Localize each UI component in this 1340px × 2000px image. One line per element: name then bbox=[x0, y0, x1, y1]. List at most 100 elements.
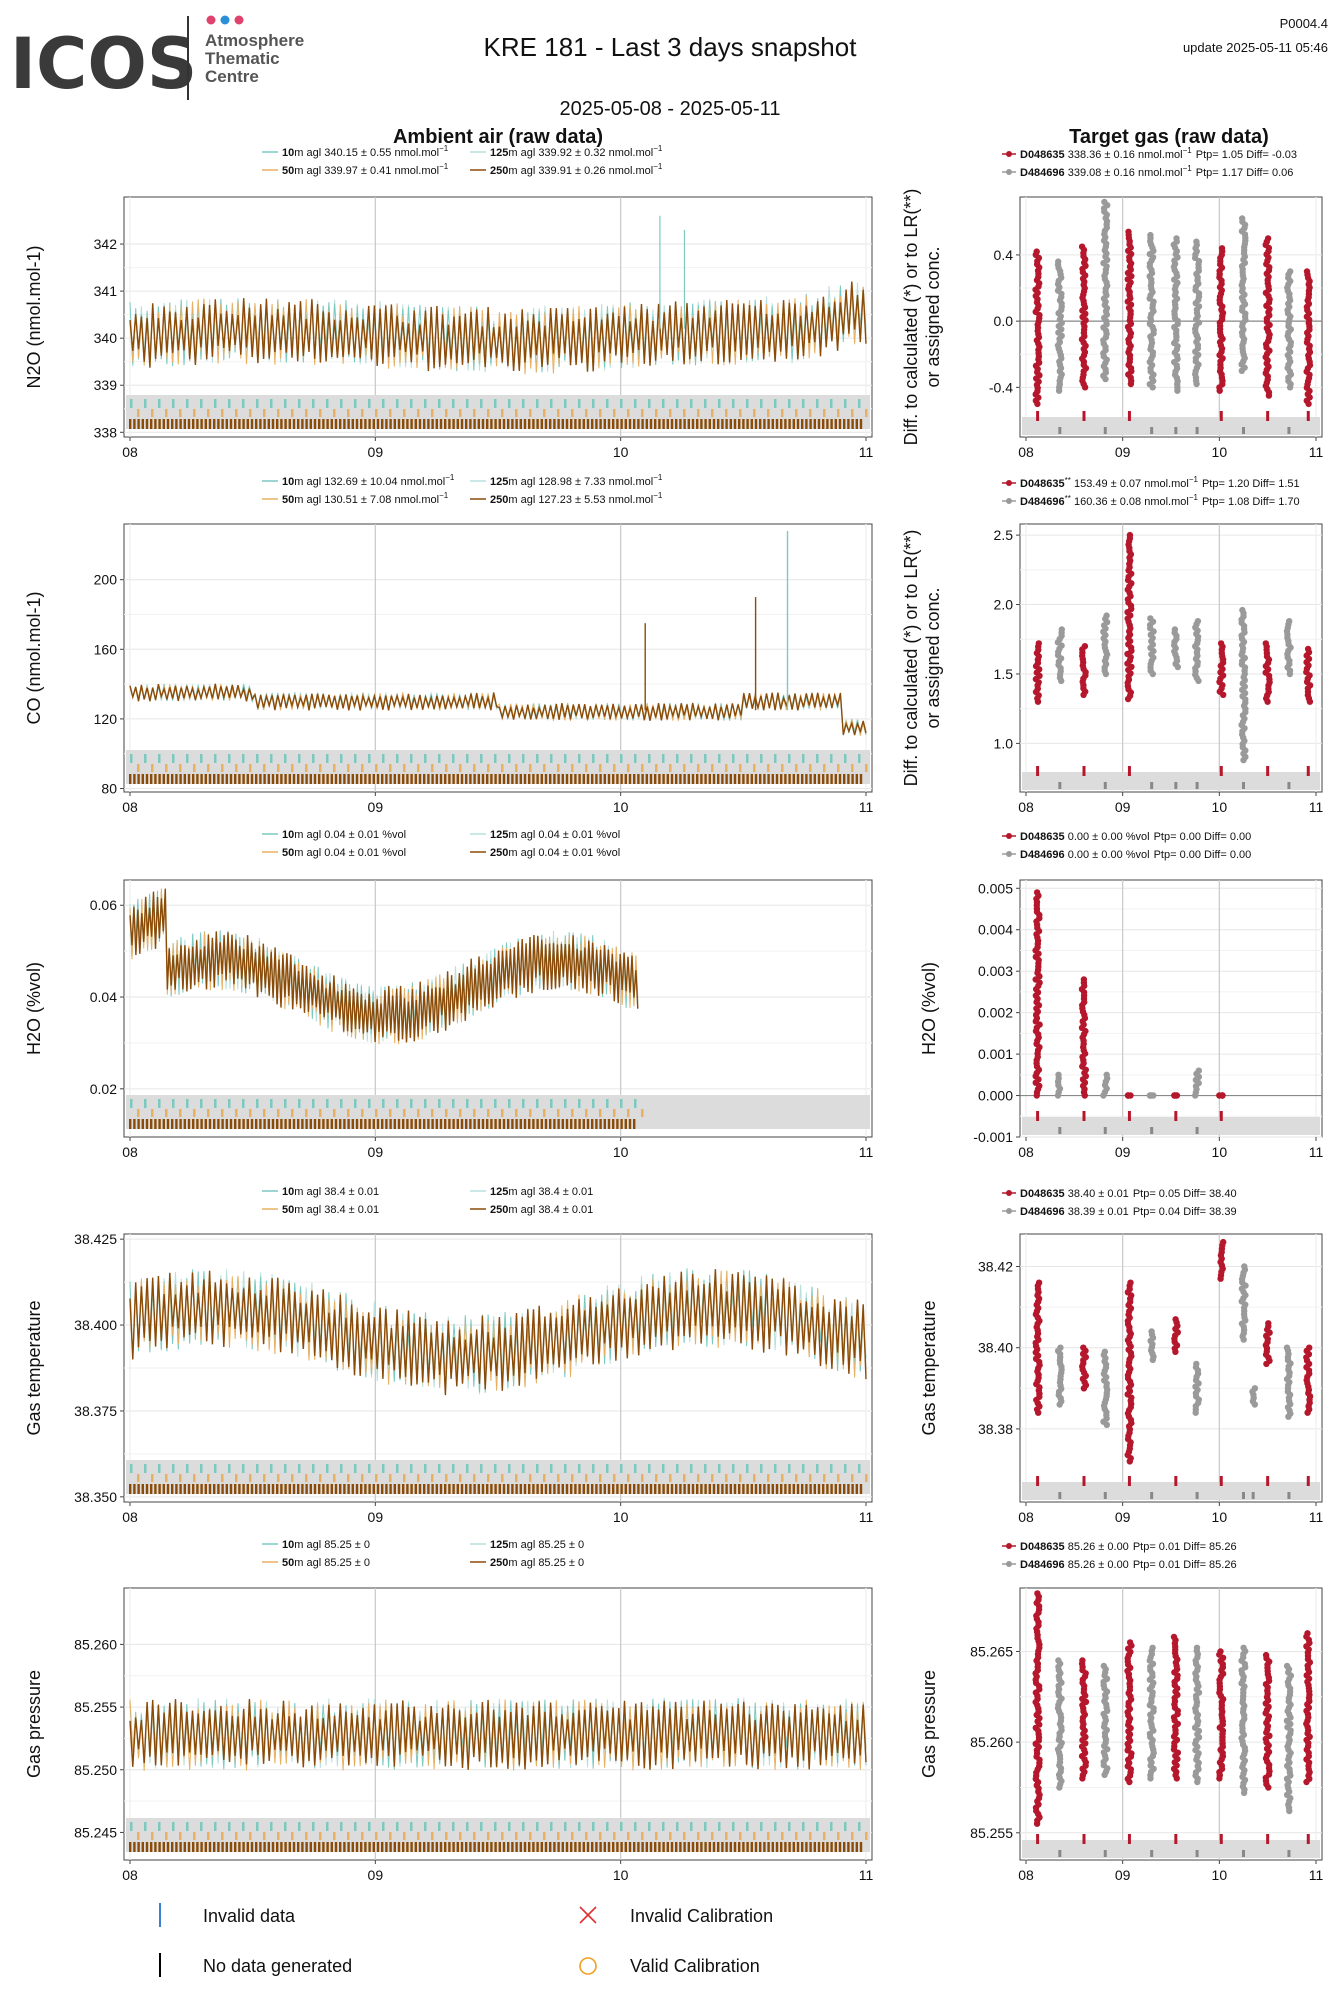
pres-target-point bbox=[1173, 1775, 1181, 1782]
co-target-point bbox=[1195, 677, 1202, 685]
h2o-target-point bbox=[1124, 1092, 1132, 1099]
temp-ambient-status-tick bbox=[729, 1484, 732, 1494]
pres-ambient-ylabel: Gas pressure bbox=[24, 1670, 44, 1778]
pres-ambient-status-tick bbox=[375, 1832, 378, 1840]
n2o-ambient-status-tick bbox=[648, 399, 651, 408]
n2o-ambient-status-tick bbox=[204, 419, 207, 429]
temp-ambient-status-tick bbox=[288, 1484, 291, 1494]
co-target-group bbox=[1054, 626, 1066, 789]
h2o-ambient-status-tick bbox=[448, 1119, 451, 1129]
temp-ambient-status-tick bbox=[704, 1484, 707, 1494]
pres-ambient-status-tick bbox=[158, 1842, 161, 1852]
temp-ambient-status-tick bbox=[582, 1484, 585, 1494]
pres-ambient-status-tick bbox=[431, 1832, 434, 1840]
temp-target-legend-dot bbox=[1006, 1208, 1012, 1214]
pres-target-group bbox=[1100, 1662, 1111, 1857]
temp-ambient-status-tick bbox=[515, 1474, 518, 1482]
pres-ambient-status-tick bbox=[389, 1842, 392, 1852]
pres-ambient-status-tick bbox=[129, 1842, 132, 1852]
co-ambient-status-tick bbox=[381, 774, 384, 784]
n2o-ambient-status-tick bbox=[708, 419, 711, 429]
co-ambient-status-tick bbox=[603, 774, 606, 784]
temp-ambient-status-tick bbox=[801, 1484, 804, 1494]
n2o-ambient-status-tick bbox=[507, 419, 510, 429]
co-ambient-status-tick bbox=[578, 774, 581, 784]
pres-ambient-status-tick bbox=[276, 1842, 279, 1852]
temp-target-point bbox=[1240, 1336, 1247, 1343]
co-ambient-status-tick bbox=[368, 754, 371, 763]
temp-ambient-status-tick bbox=[158, 1464, 161, 1473]
co-target-legend-extra: Ptp= 1.20 Diff= 1.51 bbox=[1202, 478, 1300, 490]
co-ambient-status-tick bbox=[532, 774, 535, 784]
temp-ambient-status-tick bbox=[179, 1484, 182, 1494]
pres-ambient-status-tick bbox=[654, 1842, 657, 1852]
n2o-target-status-mark bbox=[1266, 411, 1270, 421]
pres-ambient-status-tick bbox=[830, 1822, 833, 1831]
n2o-ambient-legend-height: 125 bbox=[490, 147, 508, 159]
h2o-ambient-status-tick bbox=[410, 1099, 413, 1108]
temp-target-status-band bbox=[1022, 1482, 1320, 1500]
pres-ambient-status-tick bbox=[427, 1842, 430, 1852]
h2o-ambient-status-tick bbox=[207, 1109, 210, 1117]
co-ambient-legend-value: m agl 130.51 ± 7.08 nmol.mol bbox=[294, 494, 439, 506]
pres-ambient-status-tick bbox=[557, 1842, 560, 1852]
h2o-ambient-status-tick bbox=[603, 1119, 606, 1129]
pres-ambient-status-tick bbox=[448, 1842, 451, 1852]
co-ambient-status-tick bbox=[708, 774, 711, 784]
temp-target-ytick-label: 38.42 bbox=[978, 1258, 1013, 1274]
temp-ambient-status-tick bbox=[172, 1464, 175, 1473]
co-ambient-status-tick bbox=[760, 754, 763, 763]
h2o-ambient-status-tick bbox=[396, 1099, 399, 1108]
co-ambient-status-tick bbox=[620, 754, 623, 763]
n2o-ambient-status-tick bbox=[658, 419, 661, 429]
temp-ambient-legend-entry: 125m agl 38.4 ± 0.01 bbox=[490, 1186, 593, 1198]
n2o-ambient-status-tick bbox=[151, 409, 154, 417]
co-ambient-status-tick bbox=[179, 764, 182, 772]
n2o-target-ylabel: Diff. to calculated (*) or to LR(**) bbox=[901, 189, 921, 446]
pres-ambient-status-tick bbox=[322, 1842, 325, 1852]
co-ambient-status-tick bbox=[838, 774, 842, 784]
co-ambient-status-tick bbox=[465, 774, 468, 784]
temp-ambient-status-tick bbox=[477, 1484, 480, 1494]
co-target-status-mark bbox=[1195, 782, 1199, 789]
n2o-ambient-legend-height: 250 bbox=[490, 165, 508, 177]
h2o-ambient-legend-height: 50 bbox=[282, 847, 294, 859]
co-target-group bbox=[1262, 640, 1273, 776]
co-ambient-status-tick bbox=[165, 764, 168, 772]
pres-ambient-status-tick bbox=[655, 1832, 658, 1840]
pres-ambient-status-tick bbox=[340, 1822, 343, 1831]
h2o-ambient-status-tick bbox=[154, 1119, 157, 1129]
co-ambient-status-tick bbox=[578, 754, 581, 763]
h2o-ambient-status-tick bbox=[238, 1119, 241, 1129]
h2o-ambient-status-tick bbox=[343, 1119, 346, 1129]
n2o-ambient-status-tick bbox=[480, 399, 483, 408]
n2o-ambient-status-tick bbox=[802, 399, 805, 408]
temp-ambient-status-tick bbox=[225, 1484, 228, 1494]
n2o-ambient-status-tick bbox=[326, 399, 329, 408]
h2o-target-status-mark bbox=[1058, 1127, 1062, 1134]
n2o-target-point bbox=[1034, 400, 1041, 408]
temp-ambient-status-tick bbox=[340, 1464, 343, 1473]
pres-target-xtick-label: 10 bbox=[1212, 1867, 1228, 1883]
temp-ambient-status-tick bbox=[145, 1484, 149, 1494]
co-ambient-status-tick bbox=[221, 774, 224, 784]
h2o-target-legend-extra: Ptp= 0.00 Diff= 0.00 bbox=[1154, 831, 1252, 843]
temp-ambient-status-tick bbox=[561, 1484, 564, 1494]
co-ambient-status-tick bbox=[456, 774, 459, 784]
n2o-ambient-status-tick bbox=[305, 409, 308, 417]
h2o-ambient-status-tick bbox=[333, 1109, 336, 1117]
h2o-ambient-status-tick bbox=[301, 1119, 304, 1129]
page-title: KRE 181 - Last 3 days snapshot bbox=[484, 32, 858, 62]
co-ambient-status-tick bbox=[571, 764, 574, 772]
invalid-calibration-label: Invalid Calibration bbox=[630, 1906, 773, 1926]
pres-ambient-status-tick bbox=[634, 1822, 637, 1831]
pres-ambient-status-tick bbox=[676, 1822, 679, 1831]
n2o-ambient-status-tick bbox=[711, 409, 714, 417]
co-ambient-status-tick bbox=[375, 764, 378, 772]
co-target-legend-sup: −1 bbox=[1189, 493, 1199, 502]
temp-ambient-status-tick bbox=[662, 1464, 665, 1473]
co-ambient-status-tick bbox=[494, 754, 497, 763]
pres-ambient-status-tick bbox=[591, 1842, 594, 1852]
h2o-target-point bbox=[1033, 1092, 1041, 1099]
temp-target-status-mark bbox=[1103, 1492, 1107, 1499]
